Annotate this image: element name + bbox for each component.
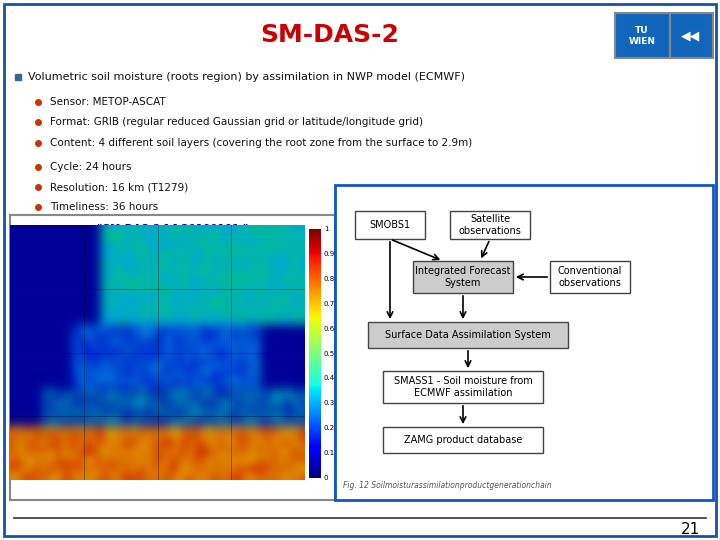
Text: ZAMG product database: ZAMG product database	[404, 435, 522, 445]
Text: Volumetric soil moisture (roots region) by assimilation in NWP model (ECMWF): Volumetric soil moisture (roots region) …	[28, 72, 465, 82]
Text: 0.2: 0.2	[324, 425, 335, 431]
Text: Conventional
observations: Conventional observations	[558, 266, 622, 288]
Text: SMOBS1: SMOBS1	[369, 220, 410, 230]
Text: Satellite
observations: Satellite observations	[459, 214, 521, 236]
Text: Format: GRIB (regular reduced Gaussian grid or latitude/longitude grid): Format: GRIB (regular reduced Gaussian g…	[50, 117, 423, 127]
Text: Surface Data Assimilation System: Surface Data Assimilation System	[385, 330, 551, 340]
Bar	[10, 215, 335, 500]
Bar	[670, 13, 713, 58]
Text: 0.7: 0.7	[324, 301, 336, 307]
Text: SM-DAS-2: SM-DAS-2	[261, 23, 400, 47]
Text: Content: 4 different soil layers (covering the root zone from the surface to 2.9: Content: 4 different soil layers (coveri…	[50, 138, 472, 148]
Text: ◀◀: ◀◀	[681, 30, 701, 43]
Text: Resolution: 16 km (T1279): Resolution: 16 km (T1279)	[50, 182, 188, 192]
Text: Timeliness: 36 hours: Timeliness: 36 hours	[50, 202, 158, 212]
Bar	[413, 261, 513, 293]
Bar	[383, 427, 543, 453]
Bar	[615, 13, 670, 58]
Text: SMASS1 - Soil moisture from
ECMWF assimilation: SMASS1 - Soil moisture from ECMWF assimi…	[394, 376, 532, 398]
Text: Cycle: 24 hours: Cycle: 24 hours	[50, 162, 132, 172]
Text: TU
WIEN: TU WIEN	[629, 26, 655, 46]
Text: 0.8: 0.8	[324, 276, 336, 282]
Text: 1: 1	[324, 226, 328, 232]
Text: "SM-DAS-2 [-] 20100101 ": "SM-DAS-2 [-] 20100101 "	[96, 224, 248, 234]
Text: 0.5: 0.5	[324, 350, 335, 356]
Bar	[368, 322, 568, 348]
Text: 0.3: 0.3	[324, 400, 336, 406]
Text: Fig. 12 Soilmoisturassimilationproductgenerationchain: Fig. 12 Soilmoisturassimilationproductge…	[343, 482, 552, 490]
Bar	[450, 211, 530, 239]
Text: 0.9: 0.9	[324, 251, 336, 257]
Text: 0.4: 0.4	[324, 375, 335, 381]
Text: 0.6: 0.6	[324, 326, 336, 332]
Bar	[355, 211, 425, 239]
Text: 21: 21	[680, 522, 700, 537]
Text: 0.1: 0.1	[324, 450, 336, 456]
Bar	[335, 185, 713, 500]
Text: 0: 0	[324, 475, 328, 481]
Bar	[550, 261, 630, 293]
Text: Sensor: METOP-ASCAT: Sensor: METOP-ASCAT	[50, 97, 166, 107]
Text: Integrated Forecast
System: Integrated Forecast System	[415, 266, 510, 288]
Bar	[383, 371, 543, 403]
